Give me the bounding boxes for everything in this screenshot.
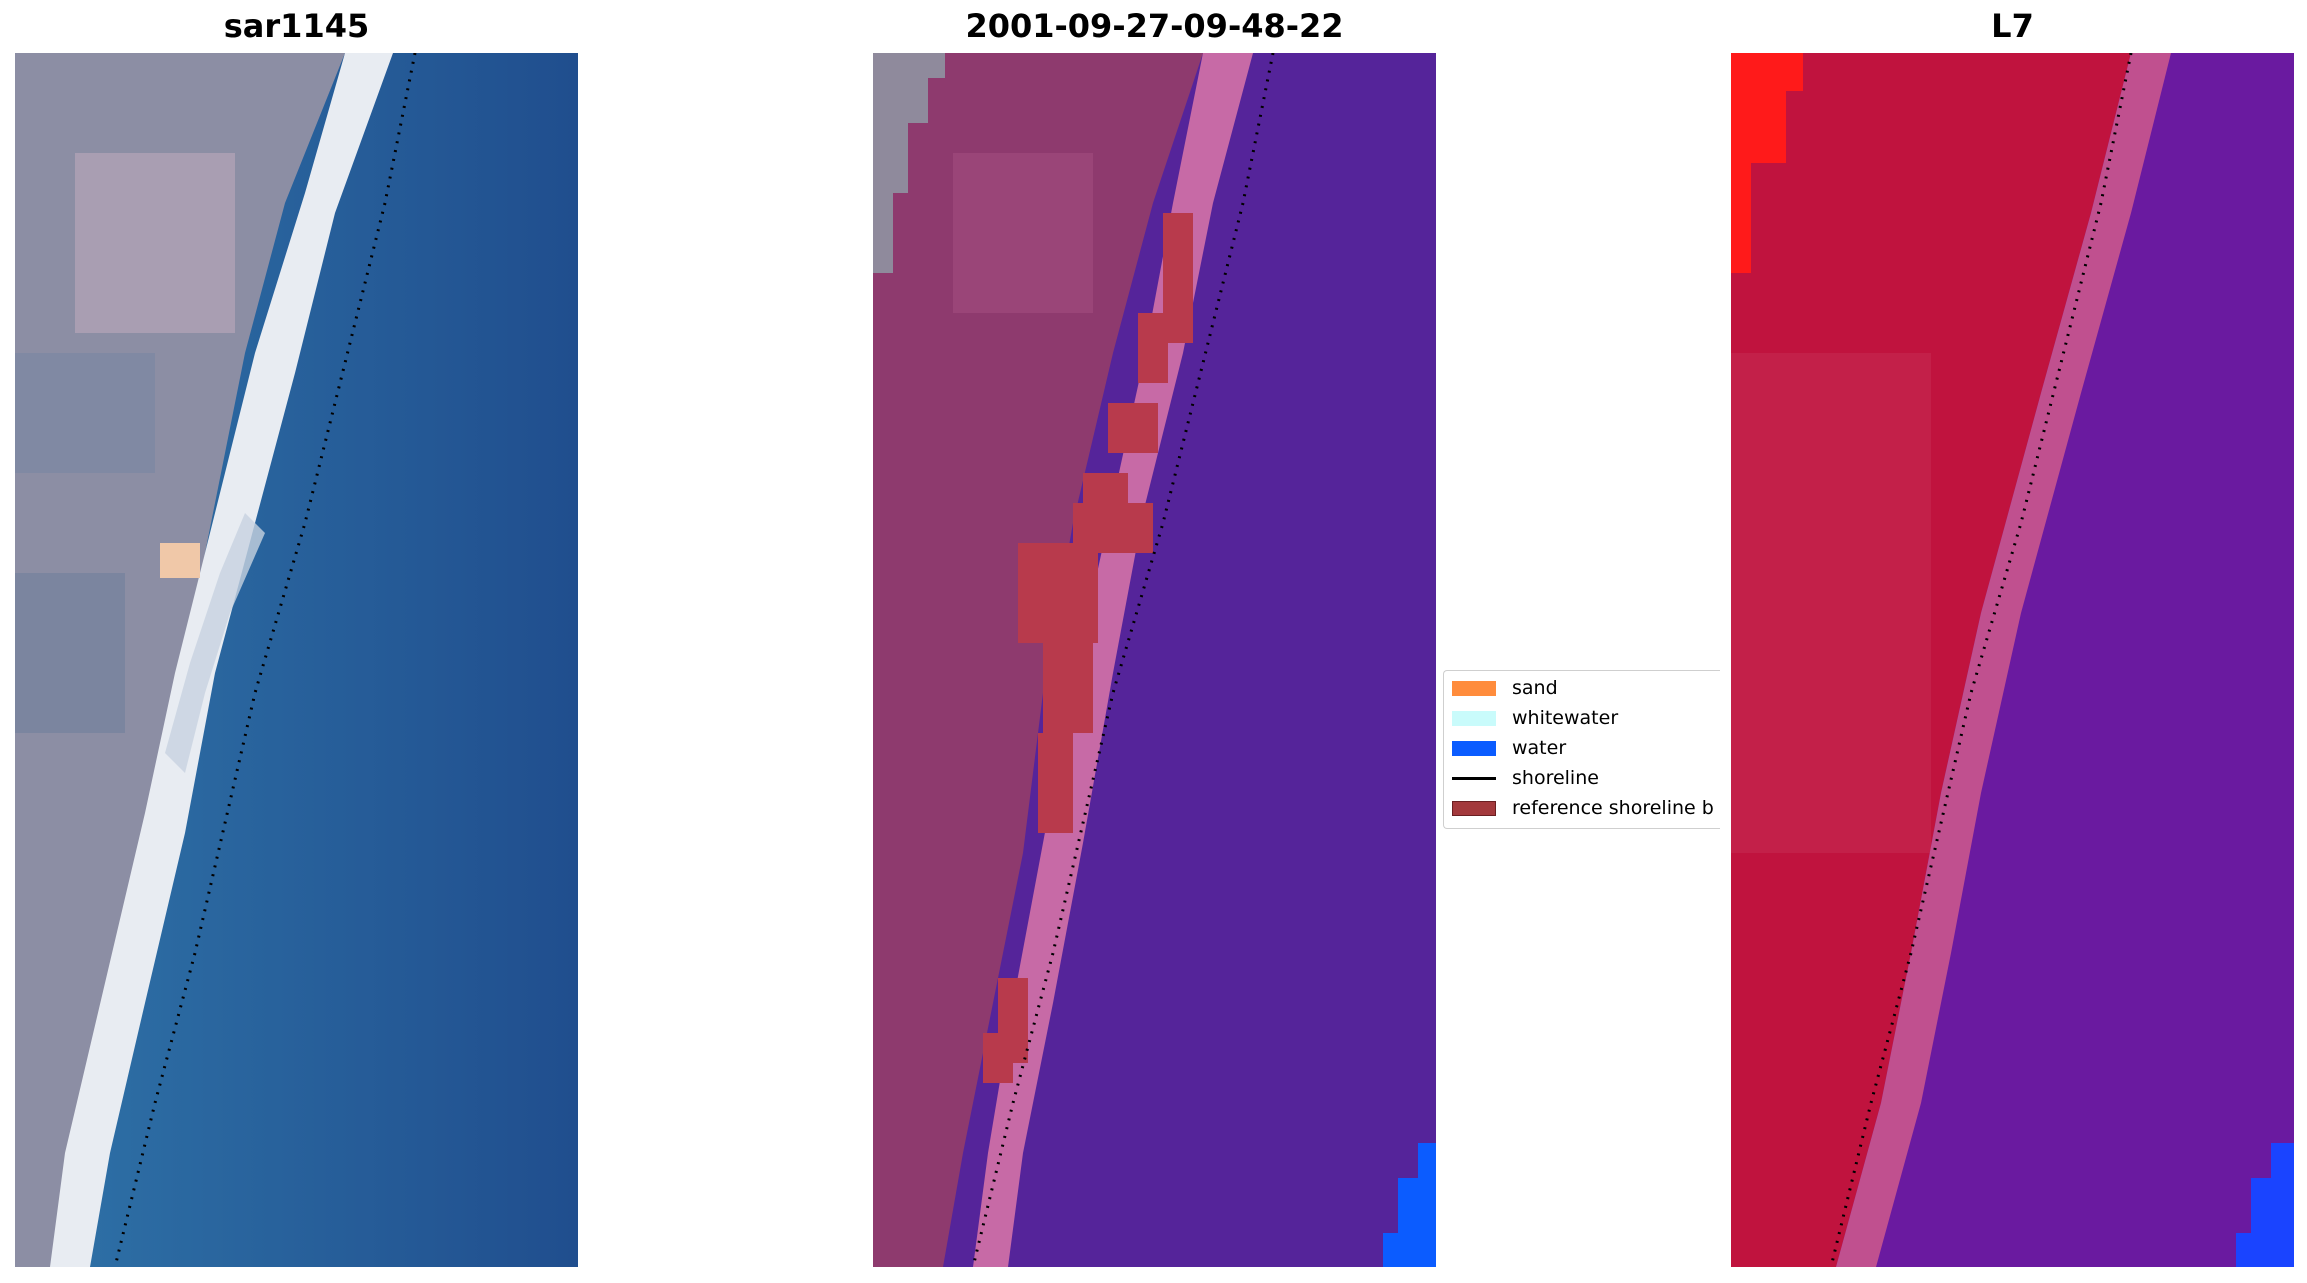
reference-buffer bbox=[983, 213, 1193, 1083]
classification-image bbox=[873, 53, 1436, 1267]
legend-label-water: water bbox=[1512, 737, 1567, 759]
beach-strip bbox=[50, 53, 393, 1267]
rgb-image-panel bbox=[15, 53, 578, 1267]
shoreline-line-icon bbox=[1452, 776, 1496, 780]
land-blob bbox=[75, 153, 235, 333]
legend-item-water: water bbox=[1452, 735, 1566, 761]
sand-swatch bbox=[1452, 680, 1496, 696]
nir-image bbox=[1731, 53, 2294, 1267]
legend-item-whitewater: whitewater bbox=[1452, 705, 1618, 731]
classification-panel bbox=[873, 53, 1436, 1267]
legend-item-shoreline: shoreline bbox=[1452, 765, 1599, 791]
class-gray-corner bbox=[873, 53, 945, 273]
legend-label-sand: sand bbox=[1512, 677, 1558, 699]
nir-transition bbox=[1836, 53, 2171, 1267]
panel-title-classification: 2001-09-27-09-48-22 bbox=[965, 7, 1344, 45]
nir-bright-corner bbox=[1731, 53, 1803, 273]
legend-label-whitewater: whitewater bbox=[1512, 707, 1619, 729]
shoreline-class bbox=[971, 53, 1275, 1267]
rgb-image bbox=[15, 53, 578, 1267]
legend-item-sand: sand bbox=[1452, 675, 1558, 701]
whitewater-swatch bbox=[1452, 710, 1496, 726]
water-blue-corner bbox=[1383, 1143, 1436, 1267]
legend: sand whitewater water shoreline referenc… bbox=[1443, 670, 1720, 829]
panel-title-rgb: sar1145 bbox=[223, 7, 370, 45]
panel-title-nir: L7 bbox=[1991, 7, 2034, 45]
legend-label-reference: reference shoreline b bbox=[1512, 797, 1714, 819]
class-whitewater-strip bbox=[973, 53, 1253, 1267]
shoreline-nir bbox=[1829, 53, 2133, 1267]
nir-water-corner bbox=[2236, 1143, 2294, 1267]
sand-spot bbox=[160, 543, 200, 578]
reference-swatch bbox=[1452, 800, 1496, 816]
nir-image-panel bbox=[1731, 53, 2294, 1267]
legend-item-reference: reference shoreline b bbox=[1452, 795, 1714, 821]
legend-label-shoreline: shoreline bbox=[1512, 767, 1599, 789]
water-swatch bbox=[1452, 740, 1496, 756]
class-land bbox=[873, 53, 1203, 1267]
shoreline-rgb bbox=[113, 53, 417, 1267]
